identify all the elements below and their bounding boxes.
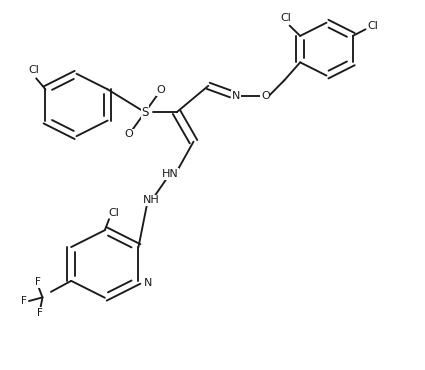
Text: Cl: Cl [368, 21, 379, 31]
Text: O: O [261, 91, 269, 101]
Text: F: F [35, 277, 41, 287]
Text: O: O [125, 130, 133, 139]
Text: N: N [144, 278, 152, 288]
Text: N: N [232, 91, 240, 101]
Text: Cl: Cl [280, 13, 291, 23]
Text: Cl: Cl [109, 208, 119, 218]
Text: F: F [37, 308, 43, 318]
Text: HN: HN [162, 169, 178, 179]
Text: NH: NH [143, 195, 160, 205]
Text: O: O [157, 85, 165, 95]
Text: F: F [21, 296, 27, 306]
Text: Cl: Cl [28, 65, 40, 75]
Text: S: S [141, 106, 149, 119]
